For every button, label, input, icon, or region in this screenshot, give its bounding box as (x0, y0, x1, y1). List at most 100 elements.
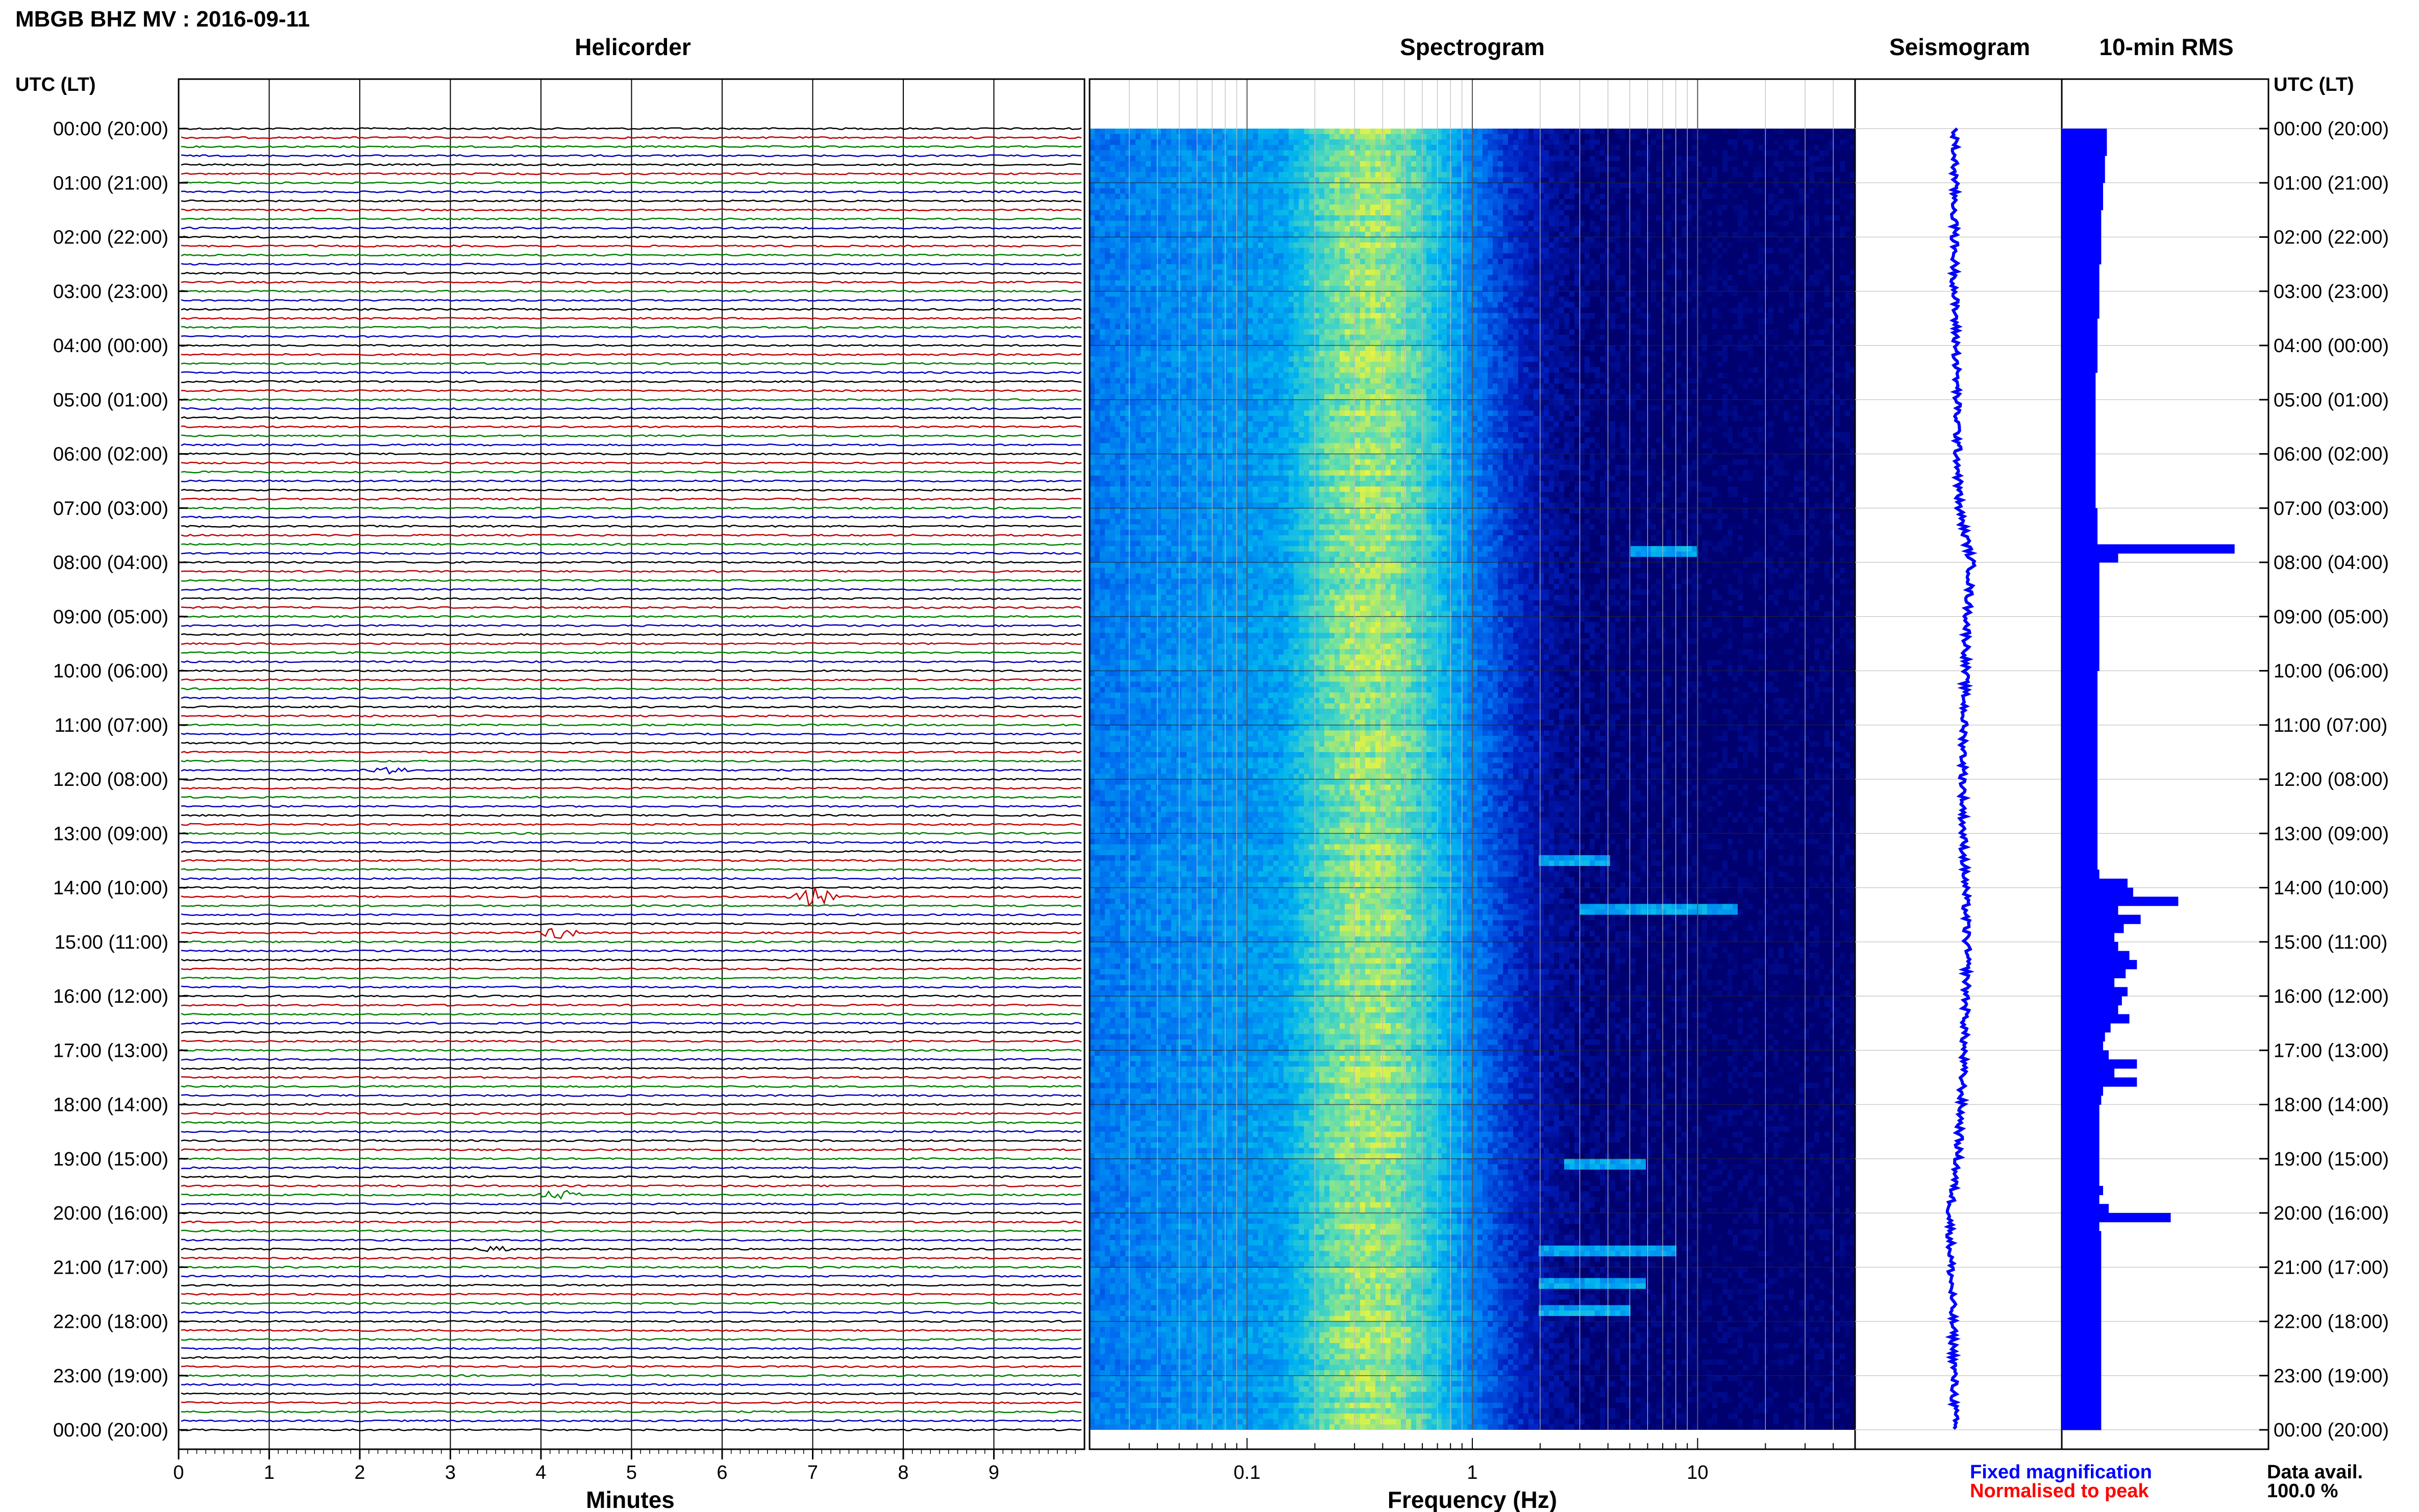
spectrogram-cell (1406, 210, 1412, 216)
helicorder-xtick-label: 0 (173, 1462, 184, 1483)
spectrogram-cell (1727, 269, 1733, 276)
spectrogram-cell (1299, 193, 1304, 200)
spectrogram-cell (1830, 242, 1835, 249)
spectrogram-cell (1187, 231, 1192, 238)
spectrogram-cell (1447, 210, 1452, 216)
spectrogram-cell (1151, 210, 1156, 216)
spectrogram-cell (1554, 183, 1560, 189)
spectrogram-cell (1559, 291, 1565, 297)
spectrogram-cell (1687, 183, 1692, 189)
spectrogram-cell (1549, 259, 1554, 265)
spectrogram-cell (1595, 237, 1600, 243)
spectrogram-cell (1472, 286, 1478, 292)
spectrogram-cell (1779, 199, 1784, 205)
spectrogram-cell (1161, 183, 1167, 189)
spectrogram-cell (1156, 210, 1162, 216)
spectrogram-cell (1539, 237, 1544, 243)
spectrogram-cell (1110, 231, 1116, 238)
spectrogram-cell (1483, 204, 1488, 210)
spectrogram-cell (1722, 226, 1728, 232)
spectrogram-cell (1682, 139, 1687, 145)
spectrogram-cell (1283, 150, 1289, 156)
helicorder-trace (181, 1058, 1082, 1061)
spectrogram-cell (1666, 199, 1672, 205)
spectrogram-cell (1324, 280, 1330, 286)
spectrogram-cell (1539, 264, 1544, 270)
spectrogram-cell (1319, 242, 1325, 249)
spectrogram-cell (1477, 291, 1483, 297)
spectrogram-cell (1508, 204, 1514, 210)
spectrogram-cell (1329, 144, 1335, 151)
spectrogram-cell (1125, 231, 1131, 238)
spectrogram-cell (1335, 134, 1340, 140)
spectrogram-cell (1819, 259, 1825, 265)
spectrogram-cell (1304, 129, 1310, 135)
spectrogram-cell (1187, 264, 1192, 270)
spectrogram-cell (1192, 210, 1197, 216)
spectrogram-cell (1355, 204, 1361, 210)
spectrogram-cell (1528, 150, 1534, 156)
spectrogram-cell (1115, 129, 1121, 135)
spectrogram-cell (1845, 166, 1850, 172)
spectrogram-cell (1564, 215, 1570, 221)
spectrogram-cell (1528, 204, 1534, 210)
spectrogram-cell (1462, 226, 1468, 232)
spectrogram-cell (1416, 253, 1422, 259)
spectrogram-cell (1151, 188, 1156, 194)
spectrogram-cell (1518, 253, 1524, 259)
spectrogram-cell (1518, 161, 1524, 167)
spectrogram-cell (1304, 183, 1310, 189)
spectrogram-cell (1799, 156, 1805, 162)
spectrogram-cell (1727, 193, 1733, 200)
helicorder-trace (181, 344, 1082, 347)
spectrogram-cell (1401, 286, 1406, 292)
spectrogram-cell (1508, 210, 1514, 216)
spectrogram-cell (1360, 134, 1366, 140)
spectrogram-cell (1217, 253, 1223, 259)
spectrogram-cell (1355, 242, 1361, 249)
spectrogram-cell (1355, 286, 1361, 292)
spectrogram-cell (1513, 193, 1519, 200)
spectrogram-cell (1773, 269, 1779, 276)
spectrogram-cell (1232, 129, 1238, 135)
spectrogram-cell (1722, 231, 1728, 238)
spectrogram-cell (1600, 215, 1606, 221)
spectrogram-cell (1717, 172, 1723, 178)
spectrogram-cell (1666, 139, 1672, 145)
spectrogram-cell (1600, 183, 1606, 189)
spectrogram-cell (1554, 139, 1560, 145)
helicorder-trace (181, 217, 1082, 220)
spectrogram-cell (1850, 199, 1856, 205)
spectrogram-cell (1549, 156, 1554, 162)
spectrogram-cell (1329, 156, 1335, 162)
spectrogram-cell (1350, 253, 1355, 259)
spectrogram-cell (1268, 280, 1274, 286)
spectrogram-cell (1814, 286, 1820, 292)
spectrogram-cell (1595, 134, 1600, 140)
spectrogram-cell (1329, 166, 1335, 172)
spectrogram-cell (1661, 193, 1667, 200)
spectrogram-cell (1248, 156, 1253, 162)
spectrogram-cell (1447, 188, 1452, 194)
spectrogram-cell (1340, 199, 1345, 205)
spectrogram-cell (1431, 269, 1437, 276)
spectrogram-cell (1324, 264, 1330, 270)
spectrogram-cell (1151, 193, 1156, 200)
spectrogram-cell (1283, 134, 1289, 140)
spectrogram-cell (1554, 156, 1560, 162)
spectrogram-cell (1314, 188, 1320, 194)
spectrogram-cell (1513, 286, 1519, 292)
helicorder-xtick-label: 8 (898, 1462, 908, 1483)
spectrogram-cell (1523, 247, 1529, 254)
spectrogram-cell (1651, 220, 1657, 227)
helicorder-trace (181, 1338, 1082, 1341)
spectrogram-cell (1304, 286, 1310, 292)
spectrogram-cell (1692, 161, 1697, 167)
spectrogram-cell (1181, 188, 1187, 194)
spectrogram-cell (1738, 193, 1743, 200)
spectrogram-cell (1273, 177, 1279, 183)
spectrogram-cell (1763, 220, 1769, 227)
spectrogram-cell (1845, 291, 1850, 297)
spectrogram-cell (1472, 237, 1478, 243)
spectrogram-cell (1090, 134, 1095, 140)
